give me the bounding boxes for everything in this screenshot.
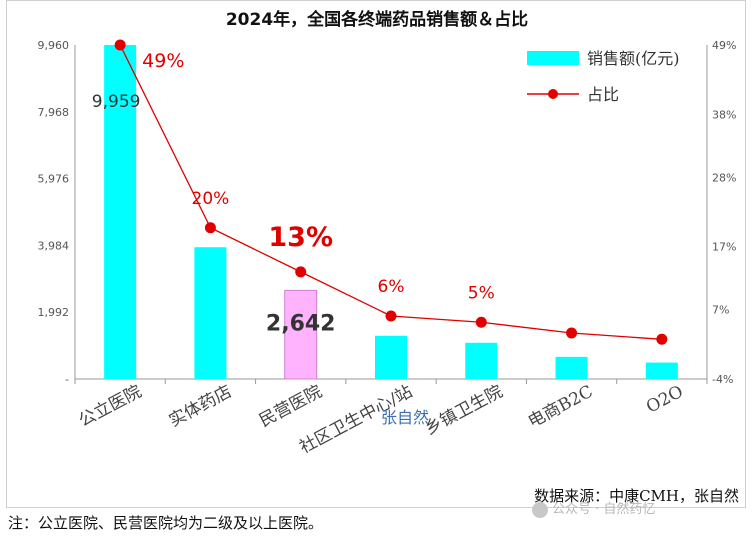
left-tick-label: 9,960 [38,39,70,52]
overlay-author-text: 张自然 [381,408,429,427]
bar-5 [555,356,588,379]
left-tick-label: 1,992 [38,306,70,319]
share-point-3 [385,310,397,322]
bar-1 [194,247,227,379]
x-category-label: 民营医院 [256,382,325,432]
x-category-label: 实体药店 [166,382,235,432]
left-tick-label: - [65,373,69,386]
data-label: 9,959 [92,92,141,112]
chart-title: 2024年，全国各终端药品销售额＆占比 [226,9,528,30]
chart-frame: 2024年，全国各终端药品销售额＆占比 - 1,992 3,984 5,976 7,96… [6,0,746,508]
bar-0 [104,45,137,379]
wechat-icon [532,501,548,518]
x-category-label: 乡镇卫生院 [422,382,506,440]
footnote: 注：公立医院、民营医院均为二级及以上医院。 [8,514,324,532]
left-tick-label: 5,976 [38,173,70,186]
x-category-label: O2O [643,382,687,418]
data-label: 2,642 [266,311,336,336]
bar-2 [284,289,318,380]
legend-line-marker [548,89,558,99]
x-category-label: 公立医院 [76,382,145,432]
right-tick-label: 17% [712,241,736,254]
data-label: 5% [468,283,495,303]
legend-bar-label: 销售额(亿元) [587,49,680,68]
data-labels: 9,959 2,642 49% 20% 13% 6% 5% [92,50,495,336]
data-label: 49% [142,50,184,72]
data-label: 6% [378,277,405,297]
bars [104,45,678,380]
legend-bar-swatch [527,51,579,65]
share-point-0 [114,39,126,51]
watermark: 公众号 · 自然药忆 [532,498,655,518]
share-point-1 [204,222,216,234]
right-tick-label: -4% [712,373,733,386]
legend-line-label: 占比 [587,85,619,104]
share-point-4 [475,316,487,328]
legend: 销售额(亿元) 占比 [527,49,680,104]
share-point-5 [566,327,578,339]
bar-6 [645,362,678,379]
left-tick-label: 7,968 [38,106,70,119]
left-tick-label: 3,984 [38,239,70,252]
data-label: 20% [192,189,230,209]
data-label: 13% [268,222,333,253]
bar-4 [465,342,498,379]
combo-chart: 2024年，全国各终端药品销售额＆占比 - 1,992 3,984 5,976 7,96… [38,9,740,505]
share-point-2 [295,266,307,278]
right-tick-label: 49% [712,39,736,52]
bar-3 [375,335,407,379]
right-tick-label: 7% [712,304,729,317]
right-tick-label: 28% [712,171,736,184]
share-line [114,39,668,345]
share-point-6 [656,333,668,345]
source-note: 数据来源：中康CMH，张自然 [534,487,739,505]
right-tick-label: 38% [712,108,736,121]
axes: - 1,992 3,984 5,976 7,968 9,960 -4% 7% 17% 28% 38%… [38,39,737,458]
x-category-label: 电商B2C [525,382,596,433]
